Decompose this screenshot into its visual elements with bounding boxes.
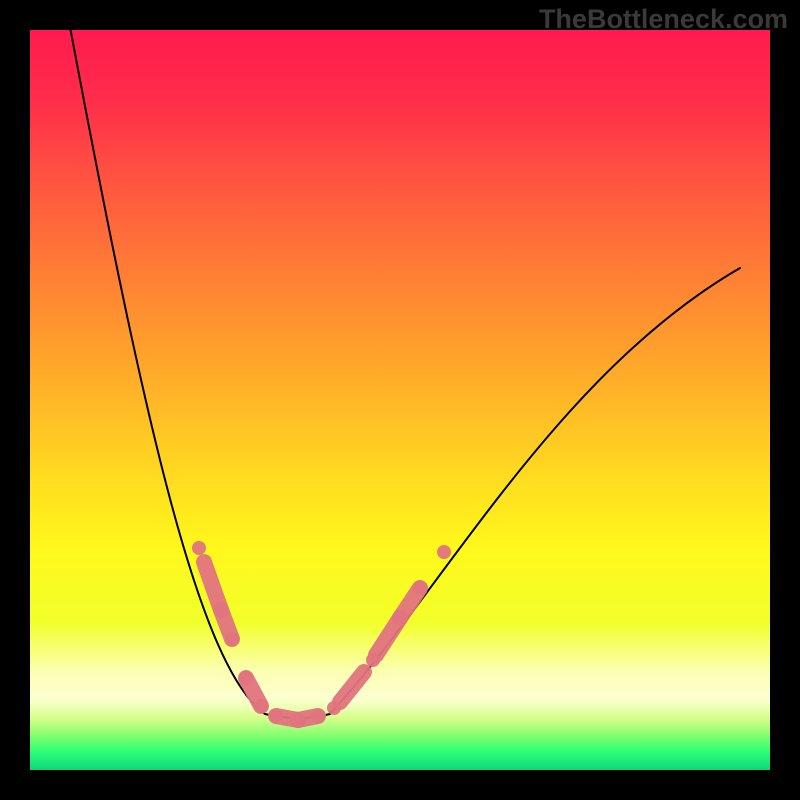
marker-dot <box>437 545 451 559</box>
plot-background <box>30 30 770 770</box>
marker-dot <box>291 713 305 727</box>
marker-dot <box>254 699 268 713</box>
marker-dot <box>327 701 341 715</box>
marker-dot <box>225 632 239 646</box>
marker-dot <box>413 581 427 595</box>
marker-dot <box>366 653 380 667</box>
watermark-text: TheBottleneck.com <box>539 4 788 35</box>
marker-dot <box>239 671 253 685</box>
marker-dot <box>192 541 206 555</box>
bottleneck-chart <box>0 0 800 800</box>
marker-dot <box>311 709 325 723</box>
marker-dot <box>269 709 283 723</box>
